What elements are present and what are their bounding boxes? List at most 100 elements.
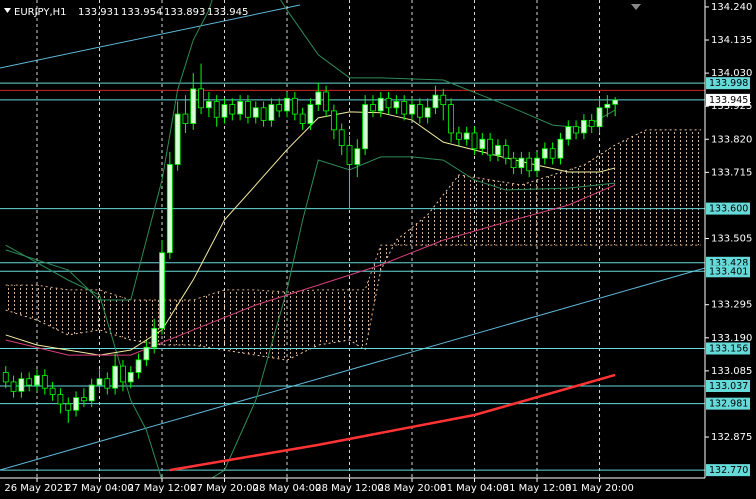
candle-body <box>612 99 619 105</box>
y-tick-label: 132.875 <box>711 432 752 443</box>
candle-body <box>34 375 40 386</box>
shift-marker <box>631 4 641 10</box>
candle-body <box>502 145 509 159</box>
price-label-box <box>706 93 750 106</box>
y-tick-label: 133.295 <box>711 300 752 311</box>
price-label: 133.401 <box>709 266 748 277</box>
candle-body <box>73 397 79 411</box>
candle-body <box>385 97 392 109</box>
candle-body <box>252 107 259 118</box>
candle-body <box>166 164 173 254</box>
candle-body <box>541 148 548 159</box>
candle-body <box>245 101 251 118</box>
candle-body <box>596 107 603 128</box>
candle-body <box>463 132 470 140</box>
candle-body <box>174 113 181 165</box>
trend-line <box>0 267 705 471</box>
candle-body <box>604 103 611 109</box>
indicator-line <box>169 373 616 472</box>
candle-body <box>96 378 103 386</box>
candle-body <box>229 104 236 115</box>
candle-body <box>120 365 126 383</box>
candle-body <box>127 372 134 383</box>
price-label: 133.037 <box>709 381 748 392</box>
candle-body <box>159 252 165 329</box>
x-tick-label: 27 May 20:00 <box>190 483 259 494</box>
price-label: 133.428 <box>709 258 748 269</box>
candle-body <box>455 132 462 140</box>
ohlc-open: 133.931 <box>78 7 119 18</box>
candle-body <box>291 97 298 115</box>
indicator-line <box>5 0 616 301</box>
candle-body <box>198 88 204 109</box>
candle-body <box>88 384 95 402</box>
price-label: 133.998 <box>709 78 748 89</box>
candle-body <box>518 157 525 169</box>
price-label: 133.156 <box>709 343 748 354</box>
candle-body <box>41 375 48 389</box>
candle-body <box>416 104 423 118</box>
y-tick-label: 133.505 <box>711 234 752 245</box>
price-label-box <box>706 202 750 215</box>
x-tick-label: 31 May 04:00 <box>440 483 509 494</box>
candle-body <box>315 91 322 106</box>
candle-body <box>10 381 17 392</box>
y-tick-label: 134.030 <box>711 68 752 79</box>
y-tick-label: 133.190 <box>711 333 752 344</box>
candle-body <box>487 138 494 156</box>
x-tick-label: 28 May 04:00 <box>253 483 322 494</box>
indicator-line <box>5 156 616 478</box>
candle-body <box>18 378 25 392</box>
price-label-box <box>706 397 750 410</box>
candle-body <box>573 126 579 134</box>
candle-body <box>104 378 111 389</box>
candle-body <box>112 365 119 389</box>
x-tick-label: 28 May 12:00 <box>315 483 384 494</box>
price-label: 133.600 <box>709 204 748 215</box>
trend-line <box>0 4 301 69</box>
y-tick-label: 134.135 <box>711 35 752 46</box>
candle-body <box>401 101 408 115</box>
candle-body <box>471 132 478 150</box>
x-tick-label: 27 May 04:00 <box>65 483 134 494</box>
candle-body <box>565 126 572 140</box>
candle-body <box>479 138 486 150</box>
candle-body <box>307 104 314 124</box>
candle-body <box>588 119 595 128</box>
candle-body <box>284 97 290 112</box>
price-label-box <box>706 464 750 477</box>
y-tick-label: 133.820 <box>711 134 752 145</box>
candle-body <box>57 394 64 405</box>
candle-body <box>510 157 517 169</box>
price-label: 133.945 <box>709 95 748 106</box>
candle-body <box>190 88 197 124</box>
x-tick-label: 31 May 20:00 <box>565 483 634 494</box>
candle-body <box>432 94 439 109</box>
candle-body <box>581 119 587 134</box>
candle-body <box>495 145 501 156</box>
y-tick-label: 133.925 <box>711 101 752 112</box>
candle-body <box>26 378 33 386</box>
candle-body <box>65 403 72 411</box>
candle-body <box>80 397 87 402</box>
menu-arrow[interactable] <box>4 8 11 13</box>
x-tick-label: 28 May 20:00 <box>378 483 447 494</box>
candle-body <box>237 101 244 115</box>
candle-body <box>323 91 329 112</box>
ohlc-low: 133.893 <box>164 7 205 18</box>
candle-body <box>338 129 345 146</box>
candle-body <box>549 148 556 159</box>
candle-body <box>534 157 540 172</box>
candle-body <box>299 113 306 124</box>
candle-body <box>213 101 220 118</box>
candle-body <box>526 157 533 172</box>
price-label: 132.770 <box>709 465 748 476</box>
candle-body <box>409 104 415 115</box>
candle-body <box>557 138 564 159</box>
candle-body <box>49 387 56 395</box>
candle-body <box>260 107 267 121</box>
price-label-box <box>706 379 750 392</box>
